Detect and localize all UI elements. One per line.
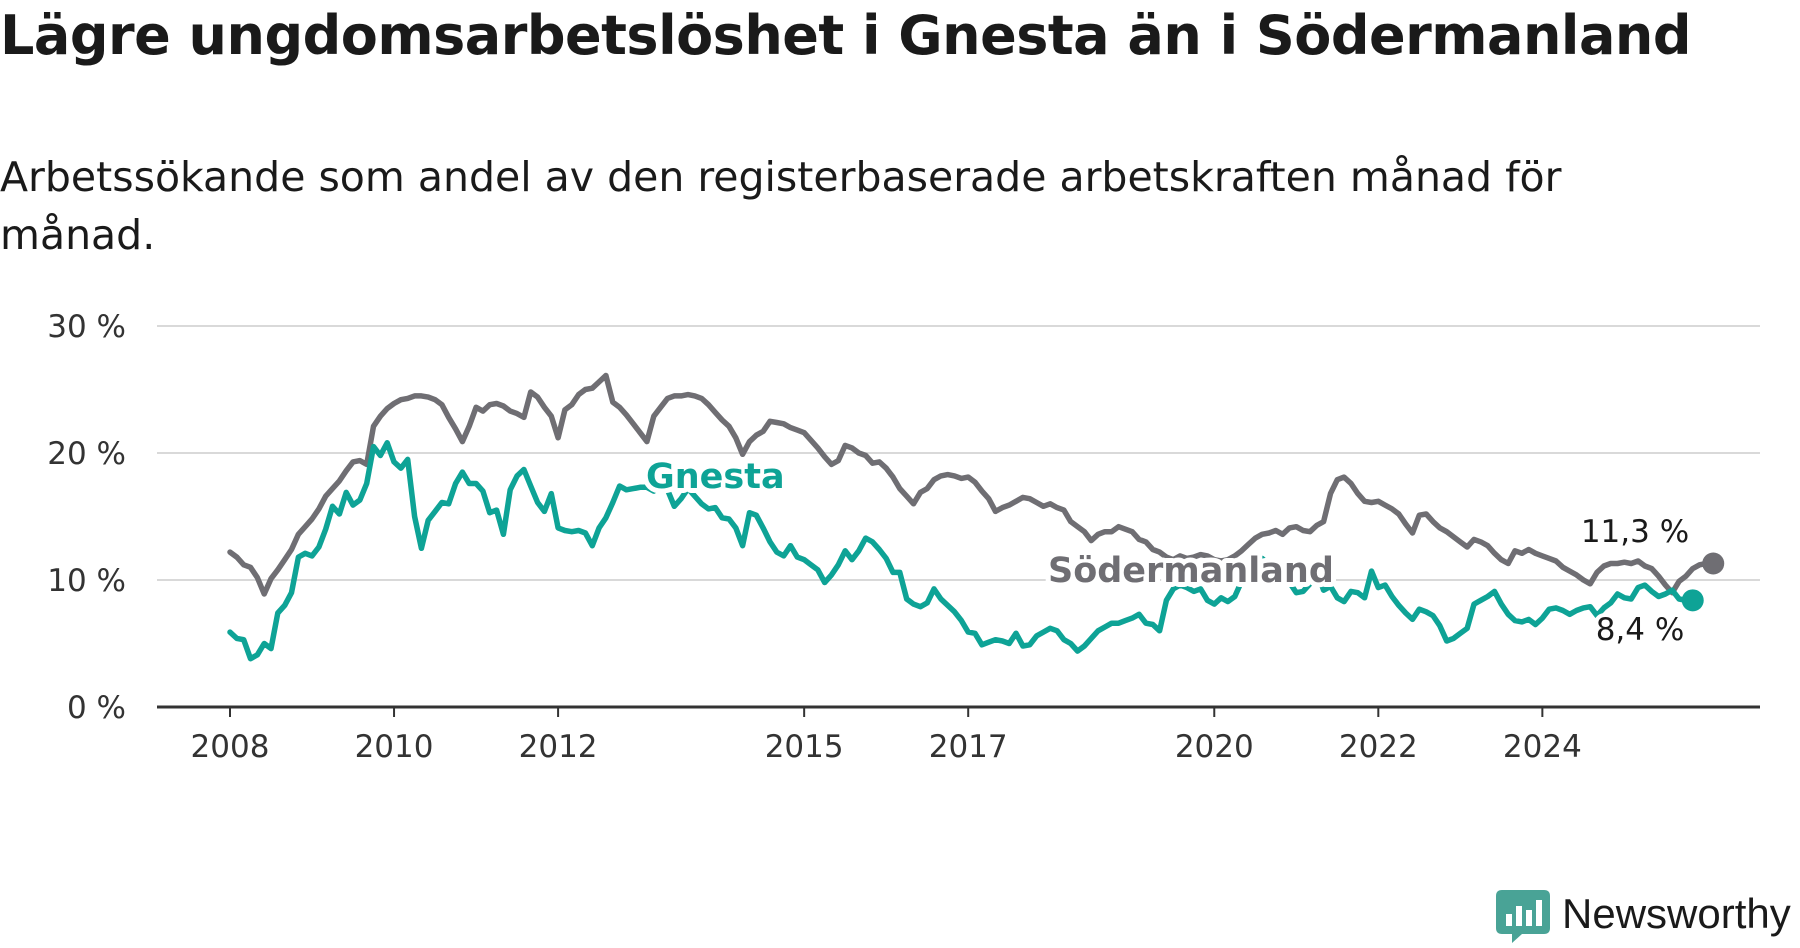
series-name-label: Gnesta: [646, 457, 785, 497]
end-value-label: 11,3 %: [1581, 514, 1689, 550]
grid-lines: [157, 325, 1760, 581]
series-lines: [227, 372, 1725, 662]
chart-title: Lägre ungdomsarbetslöshet i Gnesta än i …: [0, 4, 1691, 67]
end-value-label: 8,4 %: [1596, 612, 1685, 648]
end-point-0: [1702, 552, 1725, 575]
series-line-0: [227, 372, 1716, 597]
x-tick-label: 2020: [1175, 729, 1254, 765]
x-tick-label: 2008: [191, 729, 270, 765]
y-tick-label: 30 %: [47, 309, 126, 345]
bar-chart-logo-icon: [1496, 890, 1550, 943]
x-tick-label: 2015: [765, 729, 844, 765]
end-point-1: [1681, 589, 1704, 612]
chart-subtitle: Arbetssökande som andel av den registerb…: [0, 153, 1562, 259]
x-tick-label: 2017: [929, 729, 1008, 765]
y-tick-label: 20 %: [47, 436, 126, 472]
y-tick-label: 10 %: [47, 563, 126, 599]
x-tick-label: 2010: [355, 729, 434, 765]
series-labels: Södermanland Gnesta 11,3 % 8,4 %: [641, 452, 1693, 652]
newsworthy-logo: Newsworthy: [1492, 888, 1792, 944]
series-name-label: Södermanland: [1048, 551, 1334, 591]
x-tick-label: 2012: [519, 729, 598, 765]
y-tick-label: 0 %: [67, 690, 126, 726]
x-axis: 2008 2010 2012 2015 2017 2020 2022 2024: [157, 705, 1760, 765]
x-tick-label: 2024: [1503, 729, 1582, 765]
y-axis: 0 % 10 % 20 % 30 %: [47, 309, 126, 726]
logo-text: Newsworthy: [1562, 890, 1791, 937]
series-line-1: [227, 440, 1696, 662]
x-tick-label: 2022: [1339, 729, 1418, 765]
